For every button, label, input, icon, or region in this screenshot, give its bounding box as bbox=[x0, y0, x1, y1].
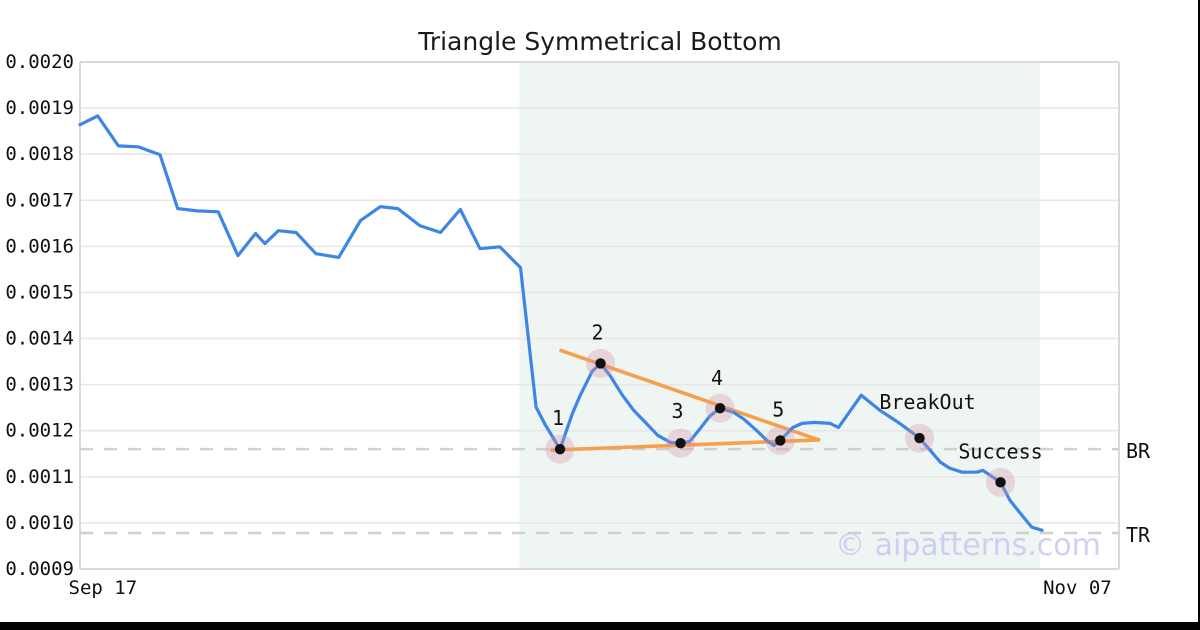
pattern-point-4-label: 4 bbox=[711, 366, 723, 390]
pattern-point-4 bbox=[705, 393, 735, 423]
pattern-point-5 bbox=[765, 425, 795, 455]
point-dot bbox=[675, 437, 686, 449]
y-tick-label: 0.0014 bbox=[5, 328, 74, 350]
x-tick-label: Sep 17 bbox=[69, 577, 138, 599]
pattern-point-3-label: 3 bbox=[672, 399, 684, 423]
bottom-frame-bar bbox=[0, 622, 1200, 630]
pattern-shade-layer bbox=[519, 62, 1041, 569]
breakout-point bbox=[905, 423, 935, 453]
point-dot bbox=[995, 477, 1006, 488]
right-frame-bar bbox=[1198, 0, 1200, 630]
pattern-point-1 bbox=[545, 434, 575, 464]
breakout-point-label: BreakOut bbox=[879, 390, 975, 414]
point-dot bbox=[595, 358, 606, 369]
success-point-label: Success bbox=[958, 439, 1042, 463]
pattern-point-2-label: 2 bbox=[592, 320, 604, 344]
y-tick-label: 0.0020 bbox=[5, 51, 74, 73]
pattern-point-5-label: 5 bbox=[772, 397, 784, 421]
tr-level-label: TR bbox=[1126, 523, 1151, 547]
y-tick-label: 0.0009 bbox=[5, 558, 74, 580]
br-level-label: BR bbox=[1126, 439, 1151, 463]
success-point bbox=[986, 467, 1016, 497]
y-tick-label: 0.0016 bbox=[5, 235, 74, 257]
pattern-point-3 bbox=[666, 428, 696, 458]
y-tick-label: 0.0012 bbox=[5, 420, 74, 442]
y-tick-label: 0.0019 bbox=[5, 97, 74, 119]
annotation-label-layer: 0.0020 0.0019 0.0018 0.0017 0.0016 0.0015 0.00… bbox=[5, 51, 1151, 599]
gridline-layer bbox=[79, 61, 1120, 570]
x-tick-label: Nov 07 bbox=[1043, 577, 1112, 599]
point-dot bbox=[554, 443, 566, 455]
price-line bbox=[78, 114, 1044, 532]
point-dot bbox=[775, 435, 786, 446]
chart-title: Triangle Symmetrical Bottom bbox=[417, 27, 782, 56]
y-tick-label: 0.0017 bbox=[5, 189, 74, 211]
y-tick-label: 0.0010 bbox=[5, 512, 74, 534]
pattern-point-2 bbox=[586, 348, 616, 378]
pattern-shaded-region bbox=[519, 62, 1041, 569]
y-tick-label: 0.0013 bbox=[5, 374, 74, 396]
y-tick-label: 0.0011 bbox=[5, 466, 74, 488]
y-tick-label: 0.0015 bbox=[5, 281, 74, 303]
price-line-layer bbox=[78, 114, 1044, 532]
point-dot bbox=[714, 402, 726, 414]
y-tick-label: 0.0018 bbox=[5, 143, 74, 165]
pattern-point-layer bbox=[545, 348, 1016, 497]
point-dot bbox=[914, 432, 925, 444]
dashed-level-layer bbox=[80, 447, 1119, 535]
watermark: © aipatterns.com bbox=[835, 528, 1101, 563]
pattern-point-1-label: 1 bbox=[552, 406, 564, 430]
